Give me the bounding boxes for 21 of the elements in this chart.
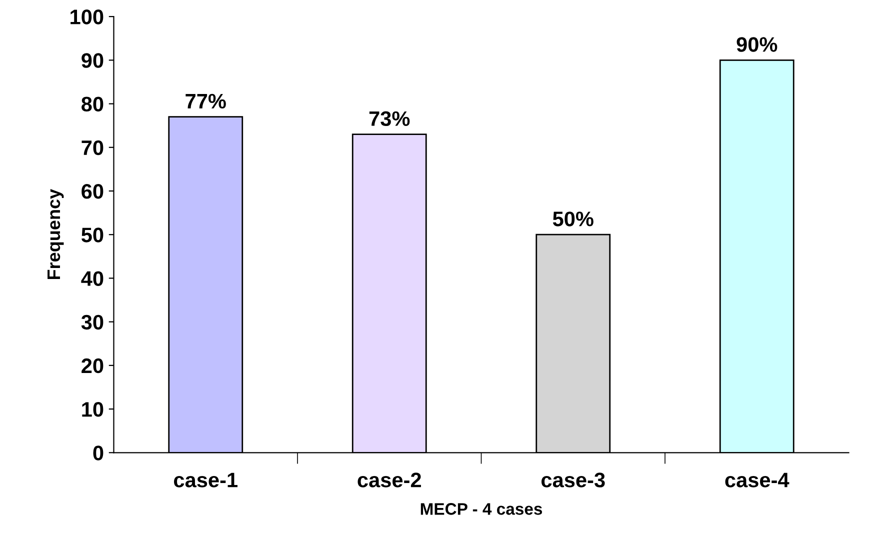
x-axis-title: MECP - 4 cases xyxy=(420,503,542,515)
x-tick-label: case-3 xyxy=(542,472,605,488)
y-tick-label: 80 xyxy=(82,96,104,112)
y-tick-label: 100 xyxy=(70,10,104,24)
y-tick-label: 70 xyxy=(82,140,104,156)
y-tick-label: 50 xyxy=(82,228,104,242)
y-tick-label: 90 xyxy=(82,53,104,68)
data-label: 73% xyxy=(369,111,410,126)
data-label: 90% xyxy=(736,37,778,52)
y-tick-label: 20 xyxy=(82,358,104,374)
data-label: 77% xyxy=(186,94,226,109)
y-axis-title: Frequency xyxy=(48,189,64,280)
x-tick-label: case-1 xyxy=(174,472,238,488)
y-tick-label: 30 xyxy=(81,314,104,330)
x-tick-label: case-2 xyxy=(358,472,421,488)
y-tick-label: 0 xyxy=(93,446,104,460)
data-label: 50% xyxy=(552,212,594,226)
y-tick-label: 10 xyxy=(82,402,104,417)
y-tick-label: 40 xyxy=(81,271,104,286)
x-tick-label: case-4 xyxy=(725,472,790,488)
y-tick-label: 60 xyxy=(82,184,104,199)
